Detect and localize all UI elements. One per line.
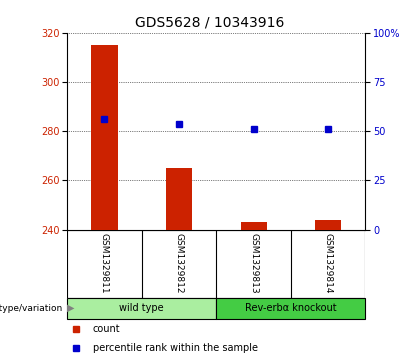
Bar [92,45,118,230]
Bar [315,220,341,230]
Bar [241,223,267,230]
Text: Rev-erbα knockout: Rev-erbα knockout [245,303,337,313]
Text: GSM1329813: GSM1329813 [249,233,258,294]
Text: GDS5628 / 10343916: GDS5628 / 10343916 [135,15,285,29]
Text: percentile rank within the sample: percentile rank within the sample [92,343,257,352]
Text: GSM1329814: GSM1329814 [324,233,333,294]
Text: GSM1329812: GSM1329812 [175,233,184,294]
Text: wild type: wild type [119,303,164,313]
Text: ▶: ▶ [67,303,75,313]
Text: count: count [92,324,120,334]
Text: genotype/variation: genotype/variation [0,303,63,313]
Bar [216,298,365,319]
Bar [166,168,192,230]
Bar [67,298,216,319]
Text: GSM1329811: GSM1329811 [100,233,109,294]
